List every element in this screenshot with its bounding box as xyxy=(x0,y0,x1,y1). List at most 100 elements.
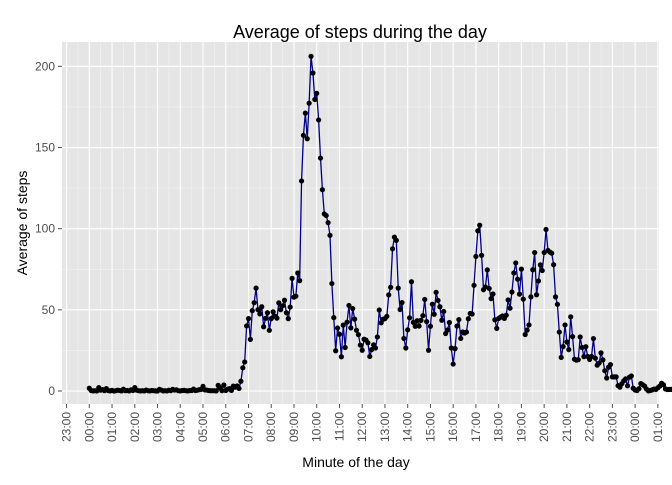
data-point xyxy=(405,327,411,333)
data-point xyxy=(270,309,276,315)
data-point xyxy=(486,285,492,292)
x-tick-label: 12:00 xyxy=(355,412,369,442)
data-point xyxy=(668,386,672,392)
data-point xyxy=(513,260,519,266)
data-point xyxy=(554,301,561,307)
x-tick-label: 23:00 xyxy=(605,412,619,442)
data-point xyxy=(327,232,333,238)
data-point xyxy=(558,354,564,361)
data-point xyxy=(278,307,284,313)
data-point xyxy=(240,365,246,371)
data-point xyxy=(300,132,307,138)
data-point xyxy=(479,252,485,258)
data-point xyxy=(507,305,513,311)
data-point xyxy=(357,342,363,348)
data-point xyxy=(374,334,380,340)
x-tick-label: 01:00 xyxy=(105,412,119,442)
data-point xyxy=(441,308,447,315)
x-tick-label: 23:00 xyxy=(60,412,74,442)
data-point xyxy=(471,282,477,288)
data-point xyxy=(399,299,405,306)
data-point xyxy=(414,318,420,324)
data-point xyxy=(566,347,572,353)
data-point xyxy=(406,315,413,321)
data-point xyxy=(412,323,418,329)
data-point xyxy=(469,311,475,317)
data-point xyxy=(261,324,267,330)
data-point xyxy=(452,346,458,352)
data-point xyxy=(420,313,426,319)
data-point xyxy=(353,327,360,333)
x-tick-label: 06:00 xyxy=(219,412,233,442)
data-point xyxy=(556,329,562,335)
data-point xyxy=(532,249,538,256)
data-point xyxy=(484,267,490,273)
data-point xyxy=(367,353,373,360)
data-point xyxy=(520,296,526,302)
data-point xyxy=(524,327,530,333)
x-tick-label: 21:00 xyxy=(560,412,574,442)
data-point xyxy=(236,385,242,392)
x-tick-label: 17:00 xyxy=(469,412,483,442)
data-point xyxy=(266,327,272,333)
data-point xyxy=(549,250,555,256)
data-point xyxy=(280,303,286,309)
data-point xyxy=(389,246,396,252)
data-point xyxy=(596,360,602,366)
data-point xyxy=(344,319,350,325)
data-point xyxy=(346,302,352,309)
data-point xyxy=(350,305,356,312)
x-tick-label: 01:00 xyxy=(651,412,665,442)
data-point xyxy=(251,300,257,306)
y-tick-label: 200 xyxy=(35,59,55,73)
x-tick-label: 00:00 xyxy=(82,412,96,442)
x-tick-label: 13:00 xyxy=(378,412,392,442)
data-point xyxy=(352,316,358,322)
x-tick-label: 20:00 xyxy=(537,412,551,442)
axis-ticks xyxy=(58,65,659,408)
x-tick-label: 08:00 xyxy=(264,412,278,442)
data-point xyxy=(264,310,271,316)
data-point xyxy=(522,331,528,338)
data-point xyxy=(257,311,263,317)
data-point xyxy=(543,226,549,233)
data-point xyxy=(560,343,566,350)
data-point xyxy=(600,357,606,363)
data-point xyxy=(213,388,219,394)
data-point xyxy=(245,316,252,322)
data-point xyxy=(425,347,432,353)
data-point xyxy=(602,368,608,374)
x-tick-label: 22:00 xyxy=(583,412,597,442)
data-point xyxy=(577,334,583,340)
data-point xyxy=(334,325,341,331)
data-point xyxy=(268,316,274,322)
data-point xyxy=(308,53,314,59)
data-point xyxy=(437,304,443,310)
data-point xyxy=(516,291,523,297)
data-point xyxy=(401,335,407,342)
data-point xyxy=(317,155,324,161)
data-point xyxy=(221,382,227,388)
data-point xyxy=(424,318,430,325)
data-point xyxy=(365,340,371,346)
data-point xyxy=(397,306,403,313)
x-tick-label: 19:00 xyxy=(514,412,528,442)
data-point xyxy=(528,294,534,300)
data-point xyxy=(541,249,547,256)
x-tick-label: 09:00 xyxy=(287,412,301,442)
data-point xyxy=(518,266,525,272)
data-point xyxy=(395,285,401,291)
x-tick-label: 00:00 xyxy=(628,412,642,442)
data-point xyxy=(342,344,348,351)
data-point xyxy=(355,332,362,338)
data-point xyxy=(583,344,589,350)
data-point xyxy=(475,228,481,234)
data-point xyxy=(283,310,289,316)
data-point xyxy=(306,100,312,106)
data-point xyxy=(526,322,532,328)
data-point xyxy=(446,319,452,326)
data-point xyxy=(581,354,587,360)
chart-title: Average of steps during the day xyxy=(233,22,487,42)
series-layer xyxy=(86,53,672,394)
data-point xyxy=(503,312,509,318)
